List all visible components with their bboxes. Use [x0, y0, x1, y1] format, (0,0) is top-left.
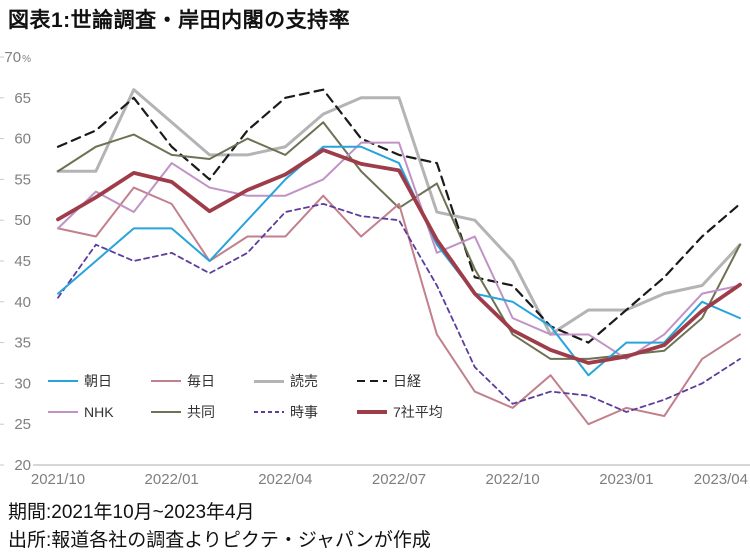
- legend-label-jiji: 時事: [290, 404, 318, 420]
- series-line-yomiuri: [56, 88, 742, 336]
- legend-line-sample-asahi: [48, 380, 78, 382]
- y-axis-label: 35: [14, 335, 31, 352]
- y-axis-label: 70%: [4, 49, 31, 66]
- x-axis-label: 2022/04: [258, 471, 312, 488]
- series-line-nhk: [57, 141, 741, 360]
- series-line-avg: [56, 148, 742, 365]
- y-axis-label: 55: [14, 171, 31, 188]
- page-title: 図表1:世論調査・岸田内閣の支持率: [8, 9, 351, 32]
- legend-line-sample-jiji: [254, 411, 284, 413]
- legend-item-jiji: 時事: [254, 402, 357, 422]
- series-line-jiji: [57, 202, 741, 413]
- legend-line-sample-avg: [357, 410, 387, 414]
- legend-item-kyodo: 共同: [151, 402, 254, 422]
- y-axis-label: 60: [14, 131, 31, 148]
- chart-legend-row-1: 朝日 毎日 読売 日経: [48, 371, 421, 391]
- legend-item-mainichi: 毎日: [151, 371, 254, 391]
- legend-label-kyodo: 共同: [187, 404, 215, 420]
- y-axis-label: 50: [14, 212, 31, 229]
- series-line-asahi: [57, 145, 741, 377]
- legend-label-asahi: 朝日: [84, 373, 112, 389]
- legend-item-avg: 7社平均: [357, 402, 443, 422]
- source-note: 出所:報道各社の調査よりピクテ・ジャパンが作成: [8, 530, 431, 551]
- y-axis-label: 45: [14, 253, 31, 270]
- x-axis-label: 2023/01: [599, 471, 653, 488]
- x-axis-label: 2021/10: [31, 471, 85, 488]
- legend-item-nhk: NHK: [48, 404, 151, 420]
- series-line-nikkei: [56, 88, 742, 344]
- x-axis-label: 2023/04: [694, 471, 748, 488]
- legend-label-nikkei: 日経: [393, 373, 421, 389]
- x-axis-label: 2022/10: [486, 471, 540, 488]
- legend-item-asahi: 朝日: [48, 371, 151, 391]
- y-axis-label: 25: [14, 416, 31, 433]
- period-note: 期間:2021年10月~2023年4月: [8, 502, 255, 523]
- legend-label-yomiuri: 読売: [290, 373, 318, 389]
- y-axis-label: 20: [14, 457, 31, 474]
- legend-label-mainichi: 毎日: [187, 373, 215, 389]
- legend-item-yomiuri: 読売: [254, 371, 357, 391]
- legend-line-sample-nikkei: [357, 379, 387, 383]
- legend-line-sample-mainichi: [151, 380, 181, 382]
- x-axis-label: 2022/07: [372, 471, 426, 488]
- chart-legend-row-2: NHK 共同 時事 7社平均: [48, 402, 443, 422]
- legend-line-sample-nhk: [48, 411, 78, 413]
- series-line-kyodo: [57, 121, 741, 360]
- legend-item-nikkei: 日経: [357, 371, 421, 391]
- series-line-mainichi: [57, 186, 741, 426]
- x-axis-label: 2022/01: [145, 471, 199, 488]
- y-axis-label: 40: [14, 294, 31, 311]
- legend-label-nhk: NHK: [84, 404, 114, 420]
- y-axis-label: 30: [14, 375, 31, 392]
- y-axis-label: 65: [14, 90, 31, 107]
- legend-line-sample-kyodo: [151, 411, 181, 413]
- legend-label-avg: 7社平均: [393, 404, 443, 420]
- legend-line-sample-yomiuri: [254, 379, 284, 383]
